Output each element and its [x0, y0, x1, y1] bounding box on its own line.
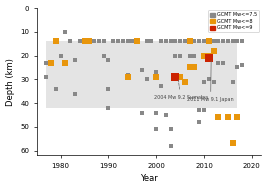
Text: 2011 Mw 9.1 Japan: 2011 Mw 9.1 Japan: [187, 61, 234, 102]
Legend: GCMT Mw<=7.5, GCMT Mw<=8, GCMT Mw<=9: GCMT Mw<=7.5, GCMT Mw<=8, GCMT Mw<=9: [208, 10, 259, 32]
X-axis label: Year: Year: [140, 174, 158, 184]
FancyBboxPatch shape: [46, 41, 237, 108]
Y-axis label: Depth (km): Depth (km): [6, 58, 15, 106]
Text: 2004 Mw 9.2 Sumatra: 2004 Mw 9.2 Sumatra: [154, 80, 208, 100]
